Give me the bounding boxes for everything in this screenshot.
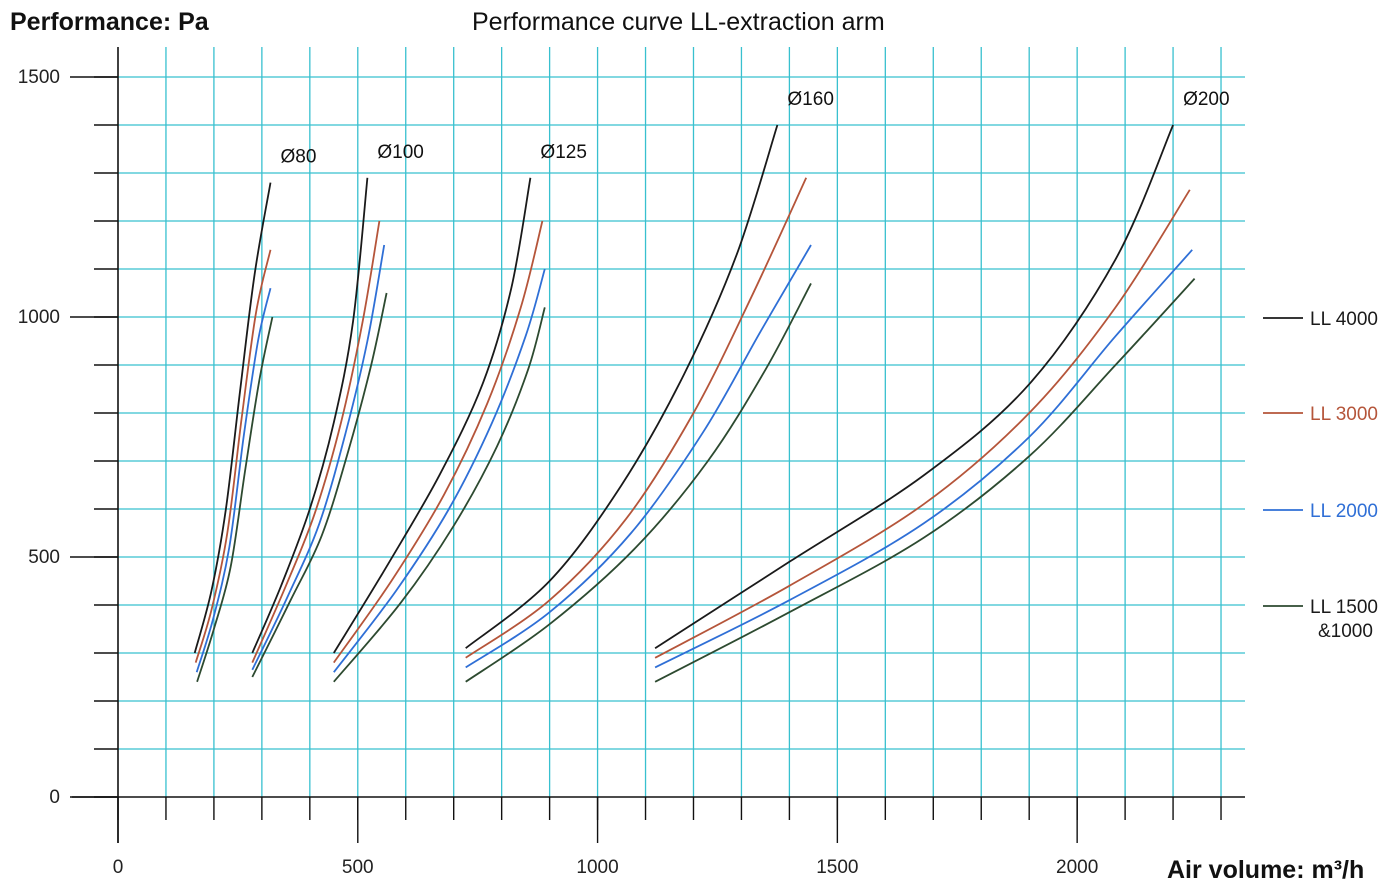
curve-d200-ll-1500-1000 <box>654 277 1196 683</box>
curve-d200-ll-2000 <box>654 249 1193 669</box>
diameter-label: Ø200 <box>1183 89 1229 110</box>
curve-d100-ll-2000 <box>251 244 386 671</box>
curve-d125-ll-4000 <box>333 177 532 654</box>
y-axis-title: Performance: Pa <box>10 8 209 36</box>
x-tick-label: 500 <box>342 857 374 878</box>
x-axis-title: Air volume: m³/h <box>1167 856 1365 884</box>
curve-d100-ll-4000 <box>251 177 369 654</box>
y-tick-label: 500 <box>28 547 60 568</box>
curve-d125-ll-1500-1000 <box>333 307 546 683</box>
curve-d200-ll-4000 <box>654 124 1174 649</box>
diameter-label: Ø100 <box>377 142 423 163</box>
x-tick-label: 1000 <box>576 857 618 878</box>
curve-d160-ll-2000 <box>465 244 812 669</box>
axes: 0 500 1000 1500 0 500 1000 1500 2000 <box>18 47 1245 878</box>
y-tick-label: 1500 <box>18 67 60 88</box>
legend-label: LL 4000 <box>1310 309 1378 330</box>
x-tick-label: 1500 <box>816 857 858 878</box>
legend: LL 4000 LL 3000 LL 2000 LL 1500 &1000 <box>1263 309 1378 642</box>
curve-d100-ll-3000 <box>251 220 381 663</box>
grid <box>118 47 1245 797</box>
curve-d125-ll-3000 <box>333 220 544 664</box>
legend-label: LL 3000 <box>1310 404 1378 425</box>
curves <box>193 124 1196 683</box>
curve-d125-ll-2000 <box>333 268 546 673</box>
curve-d80-ll-3000 <box>194 249 272 663</box>
curve-d160-ll-3000 <box>465 177 808 659</box>
legend-label: LL 1500 &1000 <box>1310 597 1378 642</box>
curve-d80-ll-4000 <box>193 182 272 654</box>
curve-d160-ll-4000 <box>465 124 779 649</box>
x-tick-label: 0 <box>113 857 124 878</box>
y-tick-label: 0 <box>49 787 60 808</box>
y-tick-label: 1000 <box>18 307 60 328</box>
curve-d100-ll-1500-1000 <box>251 292 388 678</box>
curve-d80-ll-2000 <box>195 287 272 673</box>
curve-d200-ll-3000 <box>654 189 1191 659</box>
chart-title: Performance curve LL-extraction arm <box>472 8 885 36</box>
diameter-label: Ø160 <box>787 89 833 110</box>
curve-d160-ll-1500-1000 <box>465 282 812 683</box>
diameter-labels: Ø80 Ø100 Ø125 Ø160 Ø200 <box>281 89 1230 168</box>
diameter-label: Ø80 <box>281 147 317 168</box>
legend-label: LL 2000 <box>1310 501 1378 522</box>
diameter-label: Ø125 <box>540 142 586 163</box>
x-tick-label: 2000 <box>1056 857 1098 878</box>
curve-d80-ll-1500-1000 <box>196 316 274 683</box>
